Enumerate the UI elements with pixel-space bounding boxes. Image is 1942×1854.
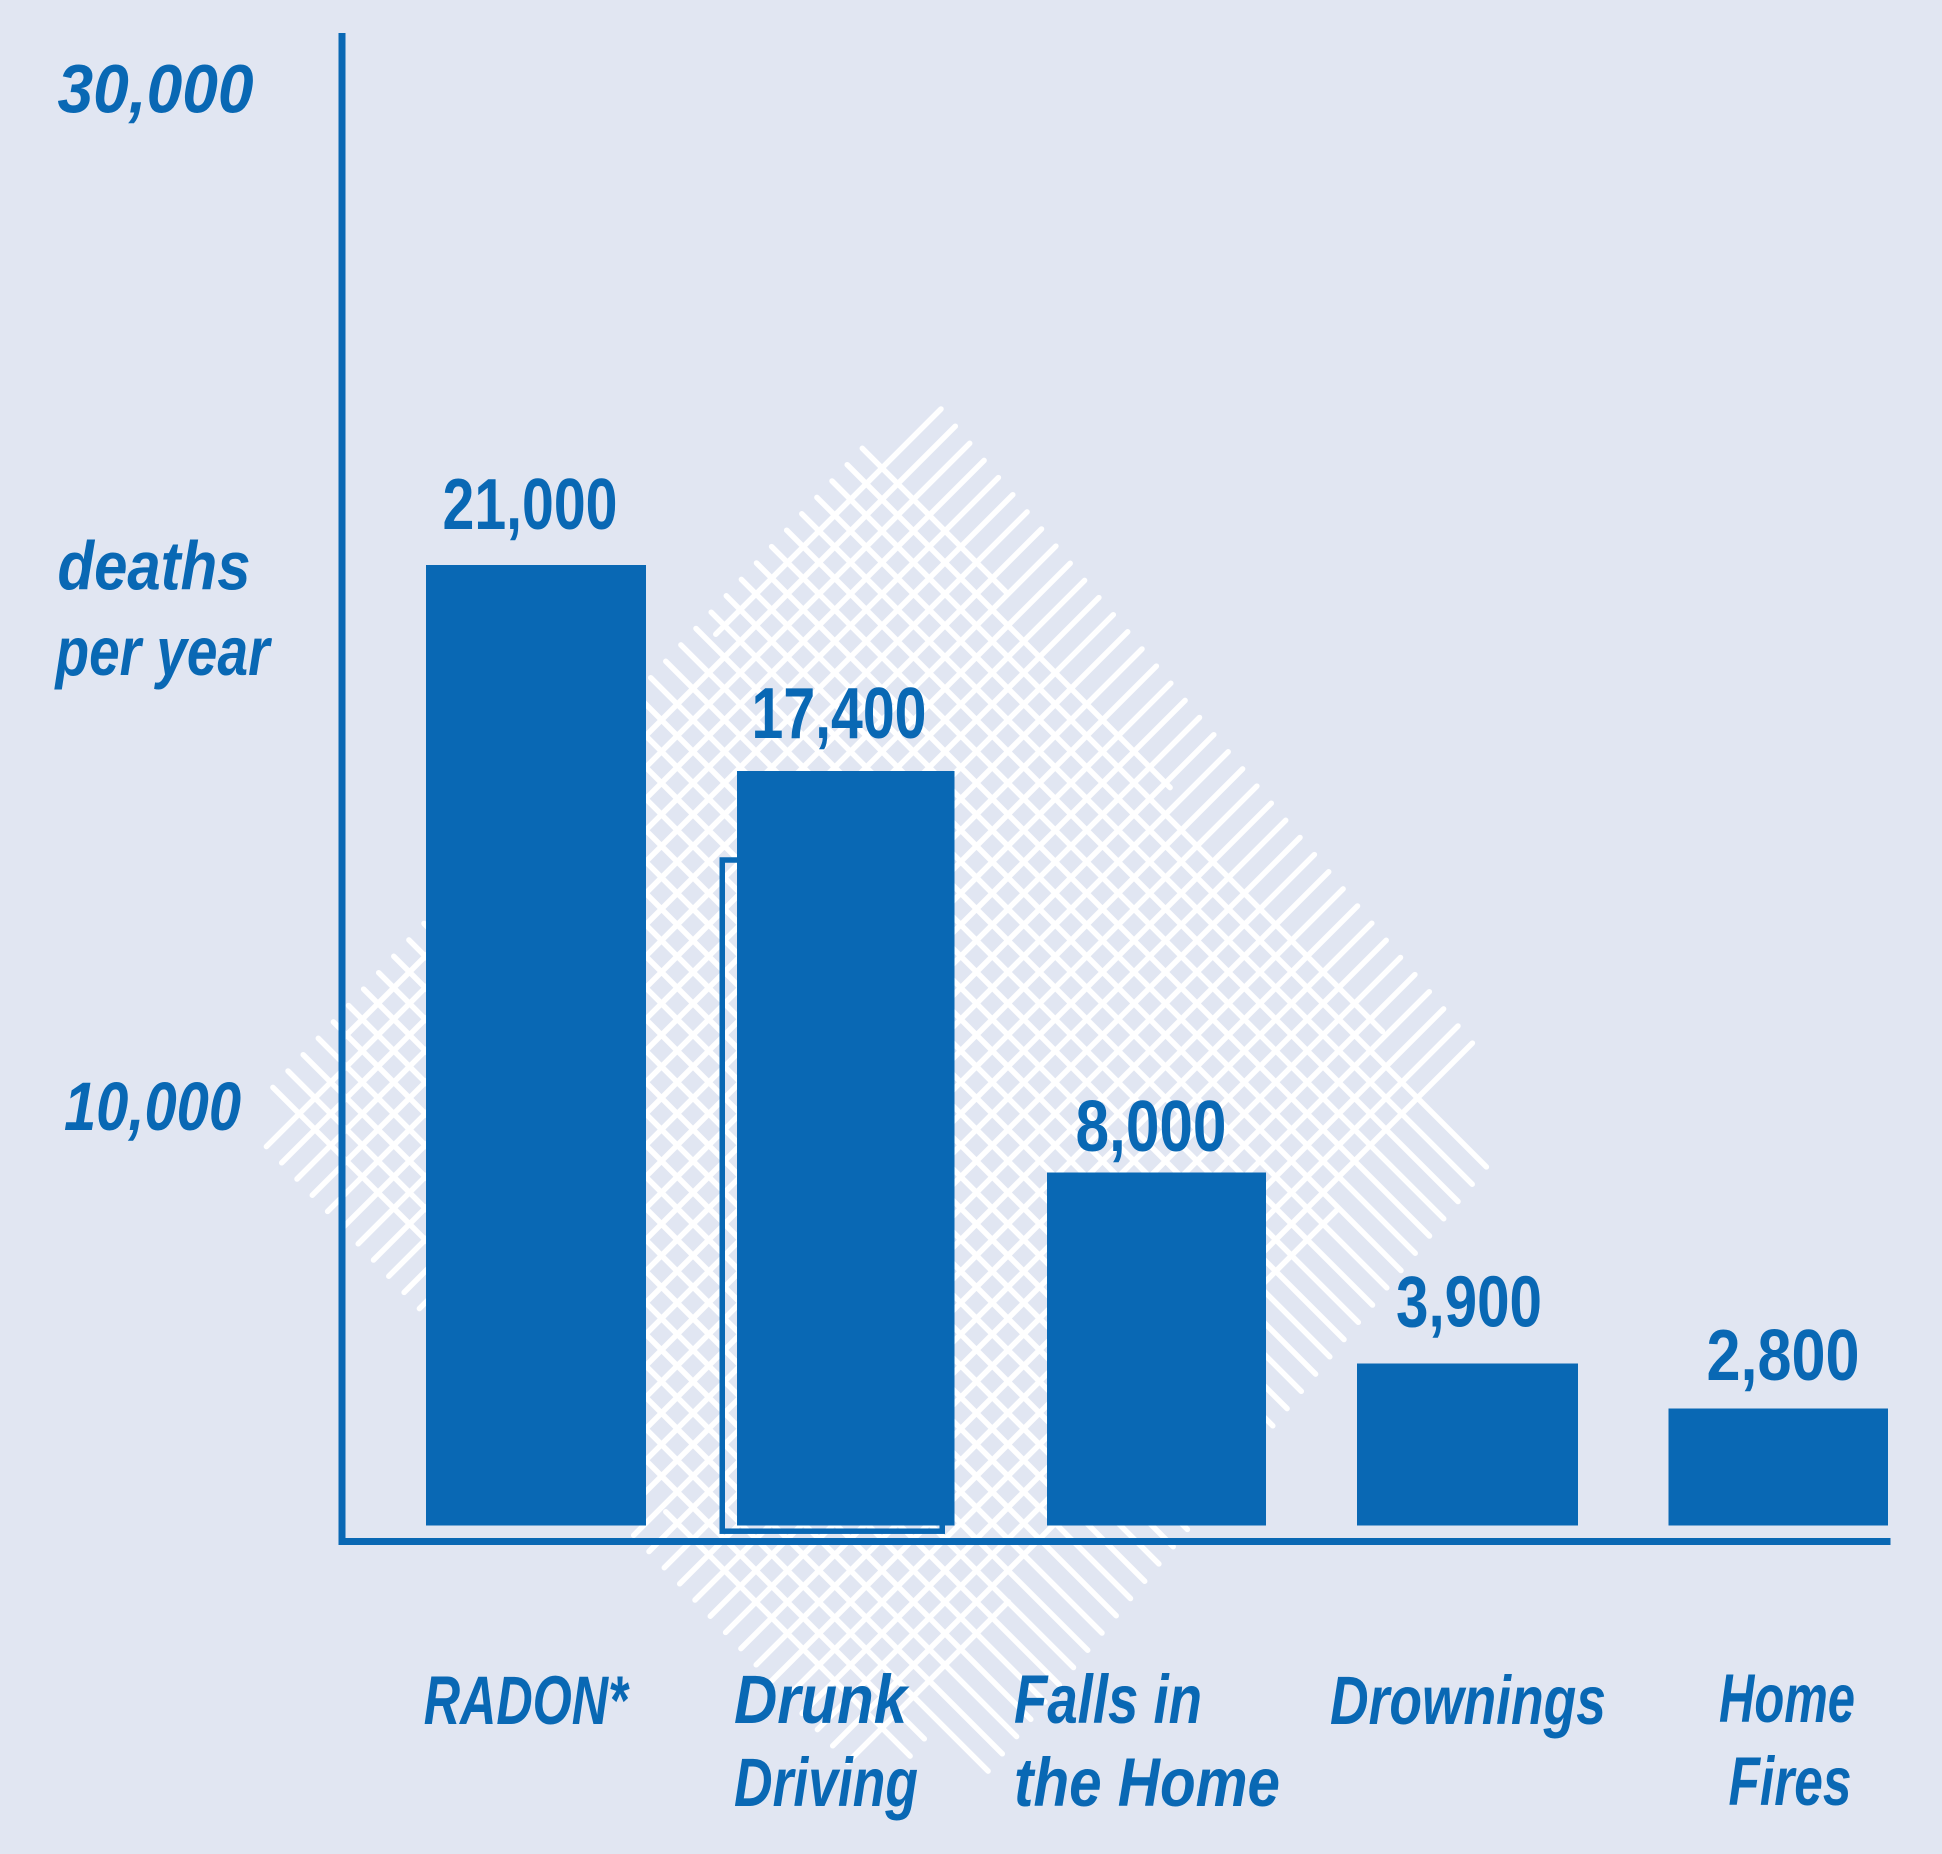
svg-text:RADON*: RADON* bbox=[424, 1662, 630, 1739]
svg-text:per year: per year bbox=[54, 613, 272, 690]
svg-text:Fires: Fires bbox=[1729, 1743, 1852, 1820]
svg-text:the Home: the Home bbox=[1014, 1744, 1280, 1821]
svg-text:8,000: 8,000 bbox=[1076, 1087, 1227, 1167]
svg-text:3,900: 3,900 bbox=[1396, 1263, 1542, 1343]
svg-text:Home: Home bbox=[1719, 1660, 1855, 1737]
svg-text:Driving: Driving bbox=[734, 1744, 918, 1821]
svg-text:Falls in: Falls in bbox=[1014, 1661, 1202, 1738]
svg-text:10,000: 10,000 bbox=[64, 1068, 241, 1145]
svg-text:21,000: 21,000 bbox=[443, 465, 618, 545]
svg-text:30,000: 30,000 bbox=[58, 51, 254, 128]
svg-text:deaths: deaths bbox=[58, 528, 251, 605]
svg-text:Drownings: Drownings bbox=[1330, 1662, 1606, 1739]
svg-text:17,400: 17,400 bbox=[752, 674, 927, 754]
svg-text:2,800: 2,800 bbox=[1707, 1316, 1860, 1396]
svg-text:Drunk: Drunk bbox=[734, 1661, 910, 1738]
